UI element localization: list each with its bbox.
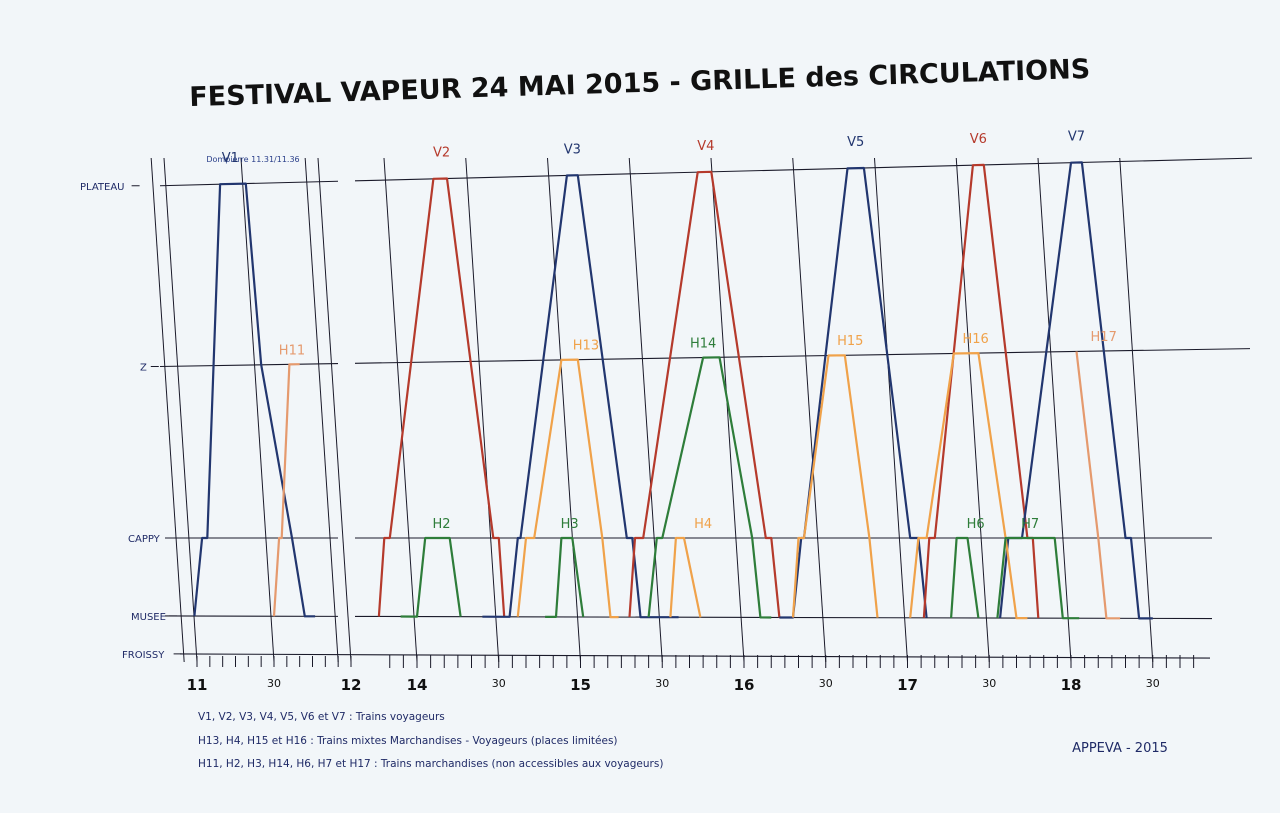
grid-vertical-line — [466, 158, 499, 662]
train-path-v7 — [1000, 162, 1153, 618]
time-label: 30 — [492, 677, 506, 690]
train-label-v1: V1 — [222, 151, 239, 166]
train-label-v5: V5 — [847, 135, 864, 150]
train-path-h4 — [670, 538, 700, 617]
time-label: 17 — [897, 676, 918, 694]
train-label-v7: V7 — [1068, 130, 1085, 145]
grid-vertical-line — [548, 158, 581, 662]
station-line-plateau-right — [355, 158, 1252, 181]
train-label-h6: H6 — [967, 517, 985, 532]
train-label-h14: H14 — [690, 337, 716, 352]
train-path-v3 — [482, 175, 678, 617]
grid-vertical-line — [629, 158, 662, 662]
time-label: 30 — [267, 677, 281, 690]
grid-vertical-line — [1038, 158, 1071, 662]
legend: V1, V2, V3, V4, V5, V6 et V7 : Trains vo… — [198, 711, 663, 770]
station-label-froissy: FROISSY — [122, 650, 165, 661]
train-label-h16: H16 — [962, 332, 988, 347]
text-layer: FESTIVAL VAPEUR 24 MAI 2015 - GRILLE des… — [80, 54, 1168, 756]
time-label: 30 — [819, 677, 833, 690]
time-label: 18 — [1061, 676, 1082, 694]
train-path-h3 — [545, 538, 583, 617]
time-label: 14 — [407, 676, 428, 694]
station-label-cappy: CAPPY — [128, 534, 161, 545]
train-label-h11: H11 — [279, 343, 305, 358]
station-line-z-right — [355, 349, 1250, 364]
train-path-h17 — [1077, 352, 1121, 619]
train-path-h14 — [649, 357, 772, 617]
train-label-h15: H15 — [837, 334, 863, 349]
time-label: 30 — [982, 677, 996, 690]
train-label-h17: H17 — [1091, 330, 1117, 345]
trains-layer — [194, 162, 1152, 618]
train-label-h7: H7 — [1021, 517, 1039, 532]
train-label-h4: H4 — [694, 517, 712, 532]
grid-vertical-line — [956, 158, 989, 662]
legend-line-voyageurs: V1, V2, V3, V4, V5, V6 et V7 : Trains vo… — [198, 711, 445, 723]
station-line-plateau-left — [160, 181, 338, 186]
train-label-v6: V6 — [970, 132, 987, 147]
legend-line-marchandises: H11, H2, H3, H14, H6, H7 et H17 : Trains… — [198, 758, 663, 770]
train-path-v6 — [924, 165, 1038, 618]
grid-vertical-line — [711, 158, 744, 662]
train-path-h6 — [951, 538, 978, 618]
time-label: 30 — [655, 677, 669, 690]
station-label-z: Z — [140, 362, 147, 373]
train-path-v5 — [779, 168, 926, 618]
time-label: 12 — [341, 676, 362, 694]
time-label: 15 — [570, 676, 591, 694]
train-path-v1 — [194, 184, 315, 617]
footer-credit: APPEVA - 2015 — [1072, 741, 1168, 756]
station-line-froissy — [180, 654, 1210, 658]
train-label-v2: V2 — [433, 146, 450, 161]
train-path-v4 — [630, 172, 780, 618]
train-label-v3: V3 — [564, 142, 581, 157]
page-title: FESTIVAL VAPEUR 24 MAI 2015 - GRILLE des… — [189, 54, 1091, 113]
time-label: 11 — [187, 676, 208, 694]
grid-vertical-line — [318, 158, 351, 662]
v1-note: Dompierre 11.31/11.36 — [206, 155, 299, 164]
grid-vertical-line — [875, 158, 908, 662]
station-line-z-left — [160, 364, 338, 367]
train-path-h15 — [793, 355, 878, 617]
train-label-v4: V4 — [697, 139, 714, 154]
station-label-musee: MUSEE — [131, 612, 166, 623]
train-label-h13: H13 — [573, 339, 599, 354]
train-path-v2 — [379, 179, 504, 617]
grid-vertical-line — [384, 158, 417, 662]
time-label: 16 — [734, 676, 755, 694]
legend-line-mixtes: H13, H4, H15 et H16 : Trains mixtes Marc… — [198, 735, 618, 747]
station-label-plateau: PLATEAU — [80, 182, 124, 193]
train-label-h3: H3 — [561, 517, 579, 532]
time-label: 30 — [1146, 677, 1160, 690]
grid-vertical-line — [151, 158, 184, 662]
train-path-h13 — [518, 360, 619, 617]
train-label-h2: H2 — [433, 517, 451, 532]
train-path-h11 — [274, 364, 300, 616]
grid-vertical-line — [305, 158, 338, 662]
grid-vertical-line — [164, 158, 197, 662]
